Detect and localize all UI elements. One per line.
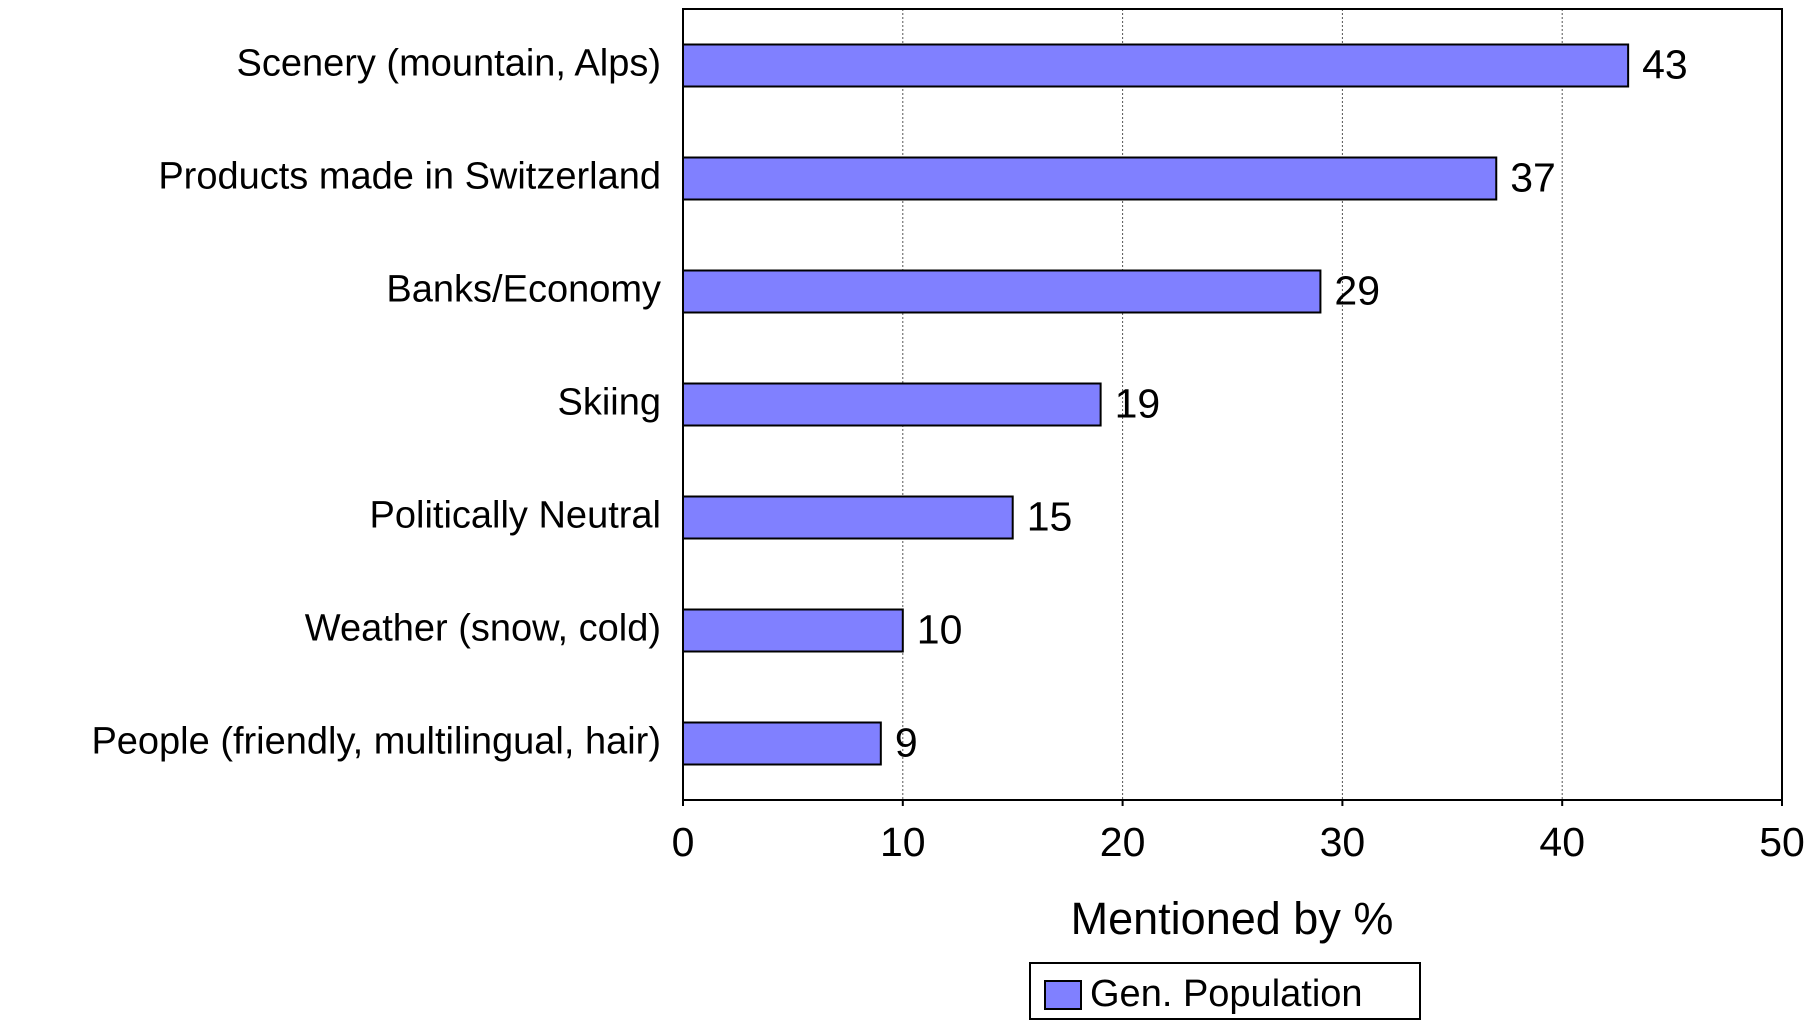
bar [682, 608, 904, 653]
x-tick-label: 0 [672, 819, 695, 865]
y-tick-label: Scenery (mountain, Alps) [236, 43, 661, 85]
x-tick-label: 10 [880, 819, 926, 865]
x-tick-label: 40 [1539, 819, 1585, 865]
bar [682, 43, 1630, 88]
legend-box [1029, 962, 1421, 1020]
bar [682, 495, 1014, 540]
data-label: 29 [1334, 267, 1380, 313]
y-tick-label: Products made in Switzerland [158, 156, 661, 198]
data-label: 37 [1510, 154, 1556, 200]
x-tick-label: 50 [1759, 819, 1805, 865]
bar [682, 382, 1102, 427]
y-tick-label: Banks/Economy [386, 269, 661, 311]
bar [682, 156, 1498, 201]
bar [682, 721, 882, 766]
legend-swatch [1044, 980, 1082, 1010]
y-tick-label: Weather (snow, cold) [305, 608, 661, 650]
y-tick-label: People (friendly, multilingual, hair) [91, 721, 661, 763]
legend-label: Gen. Population [1090, 973, 1363, 1015]
bar [682, 269, 1322, 314]
data-label: 9 [895, 719, 918, 765]
data-label: 19 [1115, 380, 1161, 426]
data-label: 10 [917, 606, 963, 652]
x-axis-title: Mentioned by % [1071, 893, 1394, 944]
y-tick-label: Skiing [558, 382, 662, 424]
x-tick-label: 20 [1100, 819, 1146, 865]
data-label: 15 [1027, 493, 1073, 539]
y-tick-label: Politically Neutral [370, 495, 661, 537]
data-label: 43 [1642, 41, 1688, 87]
x-tick-label: 30 [1320, 819, 1366, 865]
